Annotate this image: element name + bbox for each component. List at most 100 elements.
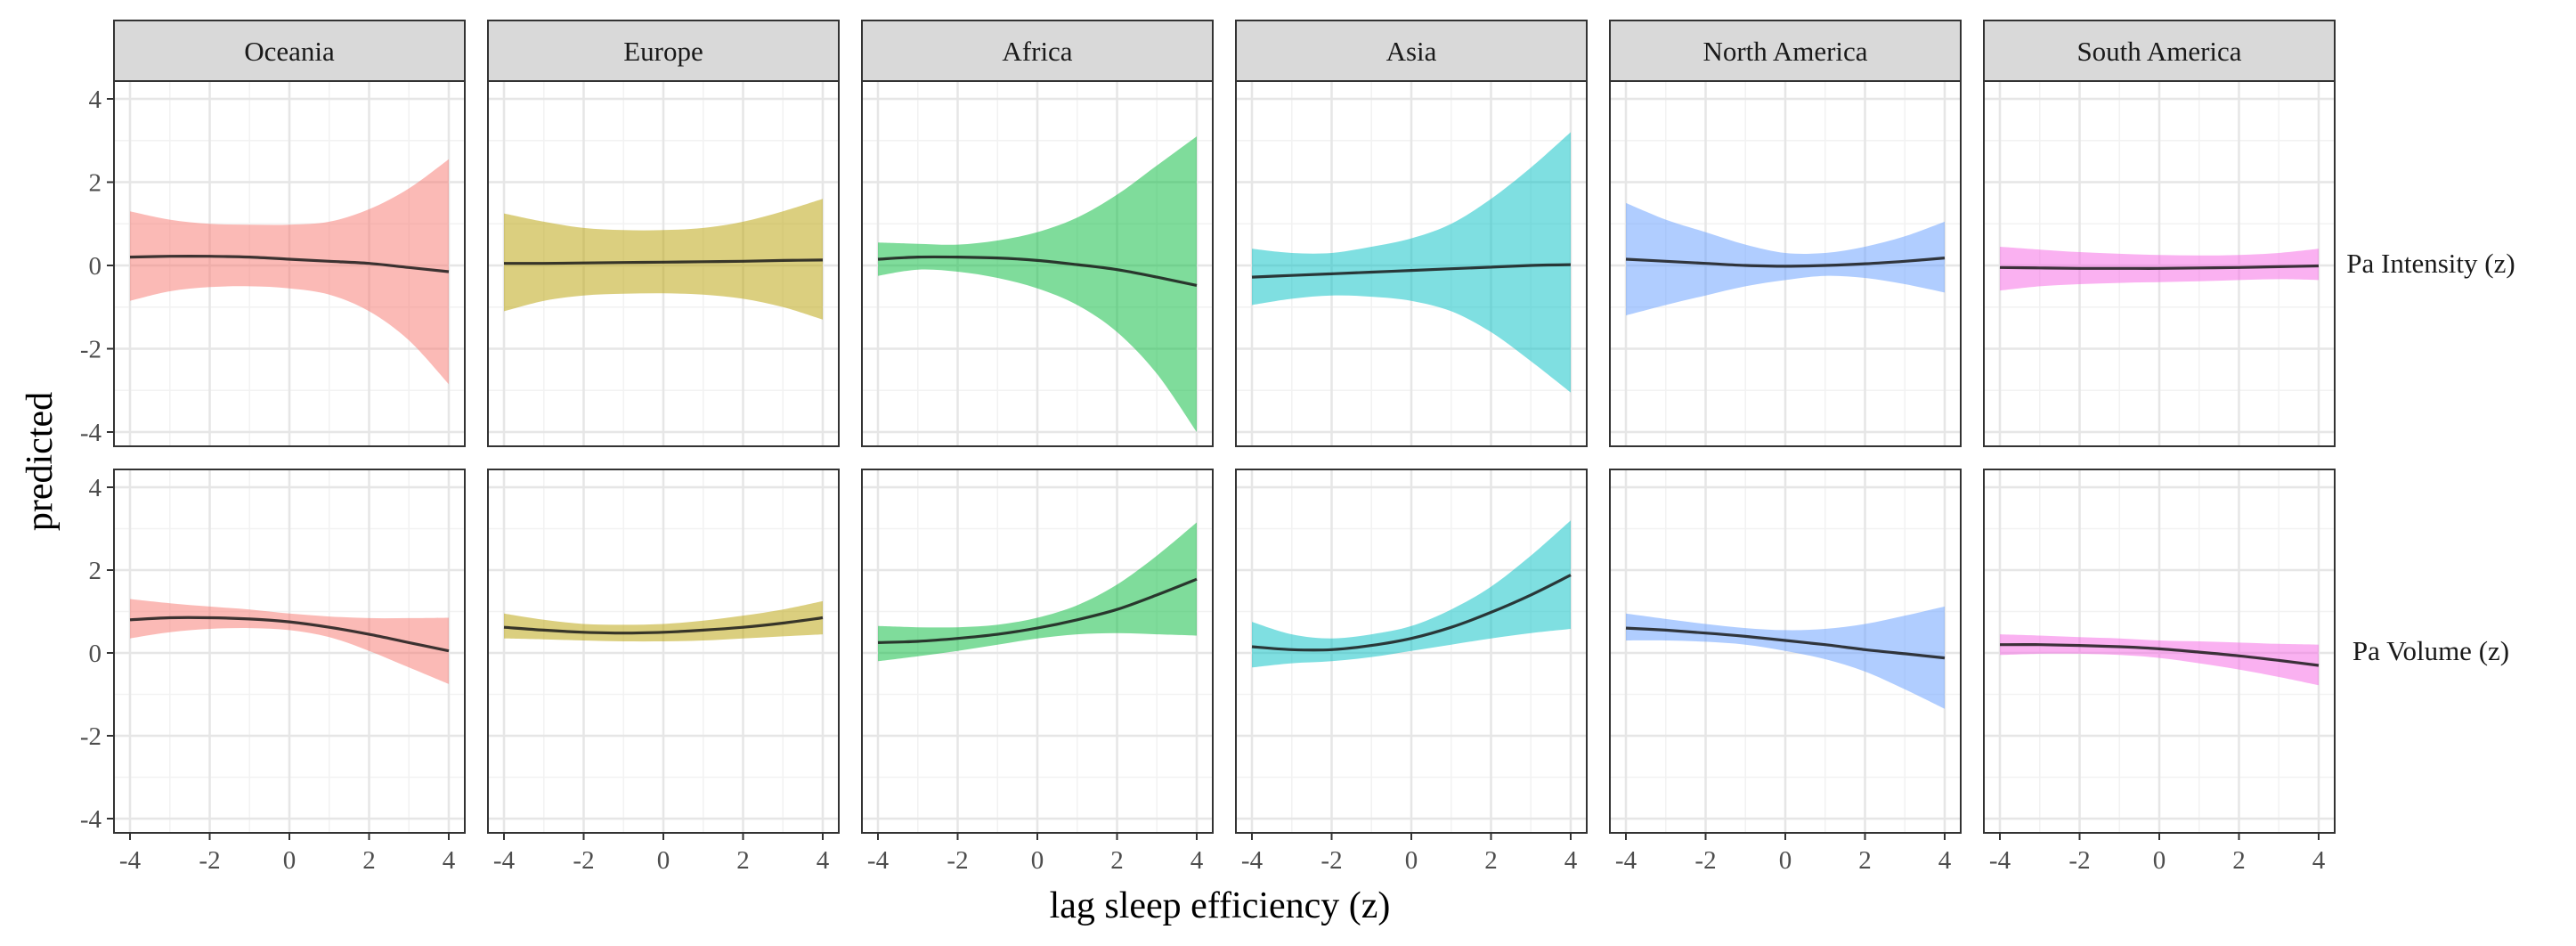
y-tick-label: 2 [89, 557, 102, 585]
x-tick-label: 4 [817, 846, 830, 875]
y-tick-label: -4 [80, 805, 102, 834]
strip-background [1983, 20, 2336, 82]
fit-line [1999, 264, 2320, 270]
fit-line [877, 255, 1198, 287]
x-tick-label: 2 [362, 846, 376, 875]
row-labels: Pa Intensity (z) Pa Volume (z) [2346, 248, 2515, 666]
confidence-band [878, 136, 1197, 432]
y-tick-label: 4 [89, 474, 102, 502]
x-tick-label: 2 [1110, 846, 1124, 875]
x-tick-label: -2 [2068, 846, 2090, 875]
fit-line [503, 616, 824, 635]
confidence-band [878, 522, 1197, 662]
confidence-band [1252, 520, 1571, 668]
strip-background [113, 20, 466, 82]
strip-label: Asia [1386, 36, 1437, 67]
x-axis-south-america: -4 -2 0 2 4 [1989, 833, 2326, 875]
fit-line [1625, 257, 1946, 268]
x-tick-label: 4 [1564, 846, 1578, 875]
confidence-band [130, 599, 449, 684]
x-tick-label: 0 [657, 846, 670, 875]
y-tick-label: 0 [89, 252, 102, 281]
fit-line [1625, 626, 1946, 660]
strip-background [1235, 20, 1588, 82]
confidence-band [2000, 634, 2319, 686]
strip-background [1609, 20, 1962, 82]
y-axis-pa-intensity-z: -4 -2 0 2 4 [80, 86, 114, 447]
x-tick-label: 2 [1858, 846, 1872, 875]
strip-africa: Africa [861, 20, 1214, 82]
panel-pa-volume-z-europe [487, 469, 840, 834]
x-tick-label: 0 [2153, 846, 2166, 875]
strip-label: South America [2076, 36, 2241, 67]
x-tick-label: -2 [947, 846, 968, 875]
x-axis-oceania: -4 -2 0 2 4 [119, 833, 456, 875]
y-axis-pa-volume-z: -4 -2 0 2 4 [80, 474, 114, 834]
x-axis-europe: -4 -2 0 2 4 [493, 833, 830, 875]
row-label-pa-intensity-z: Pa Intensity (z) [2346, 248, 2515, 279]
y-tick-label: -4 [80, 419, 102, 447]
strip-oceania: Oceania [113, 20, 466, 82]
fit-line [129, 255, 450, 273]
x-tick-label: -2 [1321, 846, 1342, 875]
x-tick-label: 4 [443, 846, 456, 875]
x-tick-label: 0 [283, 846, 297, 875]
row-label-pa-volume-z: Pa Volume (z) [2353, 635, 2509, 666]
x-tick-label: 0 [1405, 846, 1418, 875]
confidence-band [504, 199, 823, 320]
panel-pa-volume-z-north-america [1609, 469, 1962, 834]
panel-pa-volume-z-africa [861, 469, 1214, 834]
x-tick-label: 4 [1190, 846, 1204, 875]
x-tick-label: 4 [1938, 846, 1952, 875]
strip-background [487, 20, 840, 82]
y-axis-title: predicted [20, 392, 61, 531]
x-tick-label: 0 [1779, 846, 1792, 875]
x-axis-title: lag sleep efficiency (z) [1050, 885, 1391, 926]
fit-line [1999, 643, 2320, 667]
x-tick-label: 2 [736, 846, 750, 875]
y-tick-label: -2 [80, 722, 102, 751]
panel-pa-intensity-z-oceania [113, 80, 466, 447]
x-axis-asia: -4 -2 0 2 4 [1241, 833, 1578, 875]
x-tick-label: -4 [1615, 846, 1637, 875]
panel-pa-intensity-z-south-america [1983, 80, 2336, 447]
x-tick-label: -4 [493, 846, 516, 875]
fit-line [129, 616, 450, 653]
x-tick-label: 4 [2312, 846, 2326, 875]
x-tick-label: -4 [867, 846, 890, 875]
confidence-band [1252, 132, 1571, 393]
x-tick-label: -2 [199, 846, 220, 875]
panels-layer [113, 80, 2336, 834]
strip-label: North America [1702, 36, 1867, 67]
panel-pa-volume-z-oceania [113, 469, 466, 834]
x-axis-north-america: -4 -2 0 2 4 [1615, 833, 1952, 875]
strip-asia: Asia [1235, 20, 1588, 82]
x-tick-label: 0 [1031, 846, 1044, 875]
panel-pa-intensity-z-north-america [1609, 80, 1962, 447]
fit-line [504, 258, 824, 265]
strip-label: Africa [1002, 36, 1072, 67]
x-axis-africa: -4 -2 0 2 4 [867, 833, 1204, 875]
strip-north-america: North America [1609, 20, 1962, 82]
strip-label: Europe [623, 36, 703, 67]
x-tick-label: -2 [573, 846, 594, 875]
y-tick-label: 2 [89, 169, 102, 198]
confidence-band [1626, 202, 1945, 316]
panel-pa-intensity-z-europe [487, 80, 840, 447]
fit-line [1251, 263, 1572, 279]
column-strips: Oceania Europe Africa Asia North America Sout… [113, 20, 2336, 82]
strip-europe: Europe [487, 20, 840, 82]
strip-south-america: South America [1983, 20, 2336, 82]
strip-background [861, 20, 1214, 82]
panel-pa-volume-z-asia [1235, 469, 1588, 834]
x-tick-label: -2 [1694, 846, 1716, 875]
fit-line [1251, 574, 1572, 652]
confidence-band [130, 159, 449, 385]
x-tick-label: -4 [119, 846, 142, 875]
y-tick-label: 0 [89, 640, 102, 668]
panel-pa-volume-z-south-america [1983, 469, 2336, 834]
strip-label: Oceania [244, 36, 335, 67]
y-axis: -4 -2 0 2 4 -4 -2 0 2 4 [80, 86, 114, 834]
x-tick-label: 2 [1484, 846, 1498, 875]
